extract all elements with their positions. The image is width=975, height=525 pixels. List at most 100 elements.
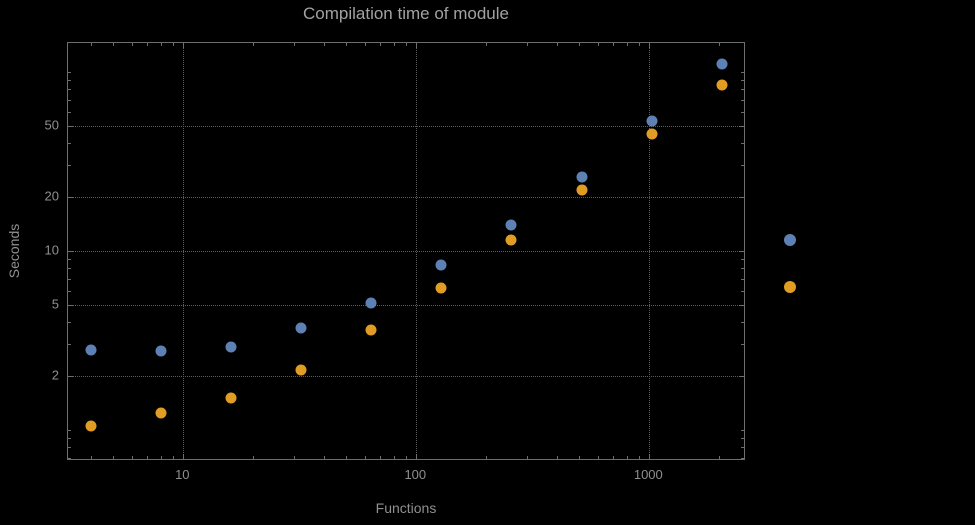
y-tick-mark — [741, 438, 744, 440]
y-tick-mark — [68, 429, 71, 431]
y-tick-mark — [739, 250, 744, 252]
data-point-series-2 — [576, 184, 588, 196]
x-tick-mark — [90, 43, 92, 46]
x-tick-mark — [380, 43, 382, 46]
chart-title: Compilation time of module — [303, 4, 509, 23]
y-tick-label: 10 — [44, 242, 59, 258]
y-tick-mark — [739, 125, 744, 127]
x-tick-mark — [527, 456, 529, 459]
y-tick-mark — [68, 80, 71, 82]
y-tick-mark — [741, 99, 744, 101]
y-tick-mark — [68, 250, 73, 252]
y-tick-mark — [68, 111, 71, 113]
x-tick-mark — [160, 43, 162, 46]
plot-area — [67, 42, 745, 460]
y-tick-mark — [741, 322, 744, 324]
y-tick-mark — [68, 89, 71, 91]
y-tick-mark — [68, 447, 71, 449]
x-tick-mark — [416, 43, 418, 48]
y-tick-mark — [741, 290, 744, 292]
x-tick-mark — [626, 43, 628, 46]
y-tick-mark — [68, 259, 71, 261]
data-point-series-2 — [365, 324, 377, 336]
data-point-series-2 — [505, 234, 517, 246]
y-tick-mark — [68, 278, 71, 280]
x-tick-label: 1000 — [633, 467, 663, 482]
data-point-series-1 — [85, 344, 97, 356]
y-tick-mark — [741, 143, 744, 145]
legend-marker-series-2 — [784, 281, 796, 293]
y-gridline — [68, 125, 744, 127]
y-tick-label: 2 — [51, 367, 59, 383]
y-tick-mark — [68, 99, 71, 101]
y-tick-label: 5 — [51, 296, 59, 312]
data-point-series-2 — [716, 79, 728, 91]
data-point-series-1 — [225, 341, 237, 353]
x-tick-mark — [253, 456, 255, 459]
y-tick-mark — [68, 304, 73, 306]
data-point-series-1 — [505, 219, 517, 231]
x-tick-mark — [364, 43, 366, 46]
data-point-series-2 — [85, 420, 97, 432]
y-tick-mark — [739, 304, 744, 306]
y-gridline — [68, 196, 744, 198]
x-tick-mark — [346, 456, 348, 459]
x-tick-mark — [393, 456, 395, 459]
data-point-series-2 — [155, 407, 167, 419]
x-tick-mark — [719, 43, 721, 46]
y-tick-label: 20 — [44, 188, 59, 204]
data-point-series-1 — [365, 297, 377, 309]
x-tick-label: 100 — [404, 467, 427, 482]
y-tick-mark — [68, 457, 71, 459]
data-point-series-1 — [646, 115, 658, 127]
x-tick-mark — [719, 456, 721, 459]
x-tick-mark — [486, 456, 488, 459]
y-axis-label: Seconds — [6, 223, 22, 279]
x-tick-mark — [113, 456, 115, 459]
x-tick-mark — [172, 456, 174, 459]
x-tick-mark — [131, 456, 133, 459]
y-tick-mark — [741, 165, 744, 167]
x-tick-mark — [183, 454, 185, 459]
x-tick-mark — [649, 43, 651, 48]
x-tick-label: 10 — [175, 467, 190, 482]
x-tick-mark — [556, 43, 558, 46]
y-tick-mark — [741, 80, 744, 82]
x-tick-mark — [416, 454, 418, 459]
y-tick-mark — [68, 125, 73, 127]
x-tick-mark — [147, 43, 149, 46]
y-tick-mark — [741, 268, 744, 270]
data-point-series-1 — [435, 259, 447, 271]
data-point-series-2 — [295, 364, 307, 376]
y-gridline — [68, 375, 744, 377]
x-tick-mark — [323, 43, 325, 46]
x-tick-mark — [294, 456, 296, 459]
y-tick-mark — [68, 71, 71, 73]
y-tick-mark — [68, 438, 71, 440]
x-axis-label: Functions — [375, 500, 437, 516]
x-tick-mark — [364, 456, 366, 459]
y-tick-label: 50 — [44, 117, 59, 133]
x-tick-mark — [638, 43, 640, 46]
x-tick-mark — [405, 43, 407, 46]
x-tick-mark — [597, 456, 599, 459]
x-tick-mark — [131, 43, 133, 46]
x-tick-mark — [649, 454, 651, 459]
y-tick-mark — [68, 322, 71, 324]
x-tick-mark — [113, 43, 115, 46]
y-tick-mark — [68, 375, 73, 377]
x-tick-mark — [579, 43, 581, 46]
y-tick-mark — [741, 447, 744, 449]
legend — [784, 234, 796, 293]
y-tick-mark — [68, 268, 71, 270]
y-tick-mark — [741, 278, 744, 280]
x-tick-mark — [486, 43, 488, 46]
y-tick-mark — [741, 457, 744, 459]
y-tick-mark — [741, 344, 744, 346]
x-tick-mark — [613, 456, 615, 459]
data-point-series-1 — [295, 322, 307, 334]
x-tick-mark — [323, 456, 325, 459]
x-tick-mark — [597, 43, 599, 46]
data-point-series-1 — [155, 345, 167, 357]
